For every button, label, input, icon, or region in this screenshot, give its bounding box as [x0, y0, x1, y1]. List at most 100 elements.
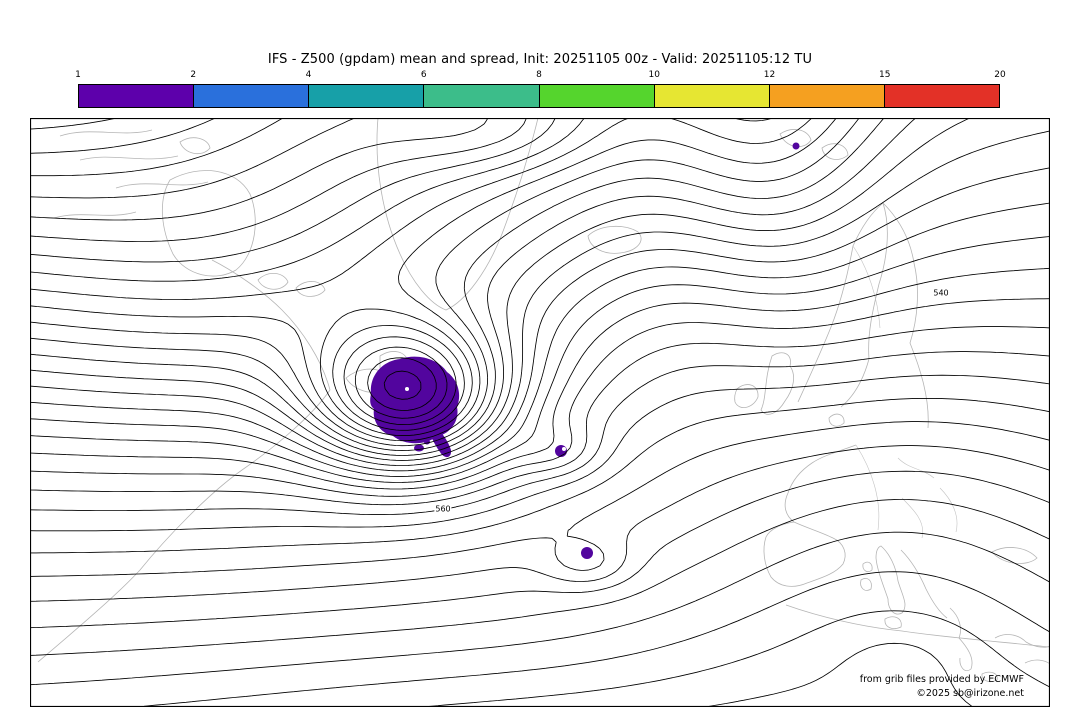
colorbar-segment: [309, 85, 425, 107]
coastline-norway: [797, 202, 884, 403]
contour-path: [30, 118, 971, 461]
contour-path: [30, 118, 885, 452]
contour-path: [30, 267, 1050, 490]
border-east-europe-2: [939, 487, 958, 533]
coastline-arctic-island: [179, 137, 211, 155]
coastline-sardinia: [860, 578, 872, 591]
coastline-greece: [949, 607, 973, 672]
contour-path: [30, 130, 1050, 466]
coastline-iceland: [587, 226, 642, 254]
contour-path: [30, 118, 813, 437]
spread-speck-1: [414, 444, 424, 452]
contour-path: [30, 118, 422, 400]
contour-path: [30, 531, 1050, 686]
contour-label: 560: [434, 504, 452, 514]
colorbar-segment: [884, 85, 999, 107]
colorbar-segment: [539, 85, 655, 107]
credit-line-1: from grib files provided by ECMWF: [859, 674, 1024, 685]
colorbar-tick-label: 6: [420, 70, 427, 80]
colorbar-tick-label: 15: [879, 70, 891, 80]
border-central-europe: [855, 444, 880, 531]
contour-path: [30, 118, 860, 447]
contour-path: [30, 118, 556, 426]
coastline-arctic-1: [59, 129, 153, 137]
coastlines: [37, 118, 1050, 682]
contour-path: [30, 351, 1050, 516]
contour-path: [30, 374, 1050, 532]
coastline-baltic: [840, 202, 888, 408]
contour-path: [30, 202, 1050, 477]
contour-path: [30, 445, 1050, 602]
spread-dot-midatlantic: [555, 445, 567, 457]
contour-path: [30, 298, 1050, 497]
contour-path: [30, 118, 916, 456]
contour-path: [30, 499, 1050, 656]
chart-title: IFS - Z500 (gpdam) mean and spread, Init…: [267, 52, 813, 67]
map-frame: [30, 118, 1050, 707]
contour-lines: [30, 118, 1050, 707]
coastline-svalbard-2: [821, 143, 849, 160]
spread-dot-midatlantic-hole: [562, 447, 566, 451]
coastline-denmark: [828, 413, 845, 427]
contour-path: [422, 610, 1050, 707]
coastline-balkans: [900, 549, 948, 619]
spread-dot-azores: [581, 547, 593, 559]
border-east-europe-1: [897, 457, 935, 479]
colorbar-segment: [424, 85, 540, 107]
coastline-corsica: [862, 561, 873, 572]
colorbar-segment: [79, 85, 195, 107]
colorbar: [78, 84, 1000, 108]
contour-path: [135, 571, 1050, 707]
contour-path: [30, 167, 1050, 472]
contour-path: [30, 326, 1050, 506]
coastline-west-europe: [784, 444, 857, 523]
credits: from grib files provided by ECMWF ©2025 …: [860, 671, 1024, 699]
colorbar-tick-label: 12: [763, 70, 776, 80]
coastline-turkey: [1024, 659, 1050, 665]
coastline-crete: [981, 671, 998, 682]
coastline-iberia: [763, 521, 846, 587]
map-canvas: [30, 118, 1050, 707]
contour-path: [30, 118, 284, 177]
coastline-lake-2: [295, 281, 326, 297]
colorbar-tick-label: 4: [305, 70, 312, 80]
colorbar-segment: [194, 85, 310, 107]
contour-path: [704, 642, 974, 707]
spread-dot-svalbard: [792, 142, 800, 150]
colorbar-tick-label: 20: [994, 70, 1006, 80]
coastline-finland: [882, 202, 929, 429]
coastline-arctic-4: [53, 211, 137, 219]
contour-label: 540: [932, 288, 950, 298]
coastline-svalbard-1: [779, 129, 812, 148]
coastline-arctic-3: [115, 181, 209, 189]
contour-path: [30, 470, 1050, 629]
coastline-labrador: [211, 259, 331, 391]
coastline-sicily: [884, 616, 902, 629]
coastline-italy: [875, 545, 906, 615]
colorbar-segment: [654, 85, 770, 107]
contour-path: [30, 118, 216, 154]
colorbar-tick-label: 10: [648, 70, 660, 80]
contour-path: [30, 118, 489, 411]
contour-path: [30, 397, 1050, 554]
colorbar-tick-label: 2: [190, 70, 197, 80]
coastline-lake-1: [257, 273, 289, 290]
colorbar-tick-label: 1: [75, 70, 81, 80]
contour-path: [30, 118, 774, 431]
colorbar-segment: [769, 85, 885, 107]
contour-path: [30, 421, 1050, 577]
coastline-arctic-2: [79, 155, 179, 161]
credit-line-2: ©2025 sb@irizone.net: [916, 688, 1024, 699]
border-east-europe-3: [901, 497, 924, 539]
spread-blob-main: [370, 356, 460, 444]
coastline-greenland: [376, 118, 539, 311]
spread-blob-hole: [405, 387, 409, 391]
contour-path: [30, 118, 837, 442]
map-area: 540 560 from grib files provided by ECMWF…: [30, 118, 1050, 707]
colorbar-tick-label: 8: [536, 70, 542, 80]
colorbar-ticks: 1 2 4 6 8 10 12 15 20: [75, 70, 1006, 82]
border-scandinavia: [852, 245, 881, 329]
coastline-hudson-bay: [161, 170, 256, 277]
contour-path: [30, 118, 117, 130]
